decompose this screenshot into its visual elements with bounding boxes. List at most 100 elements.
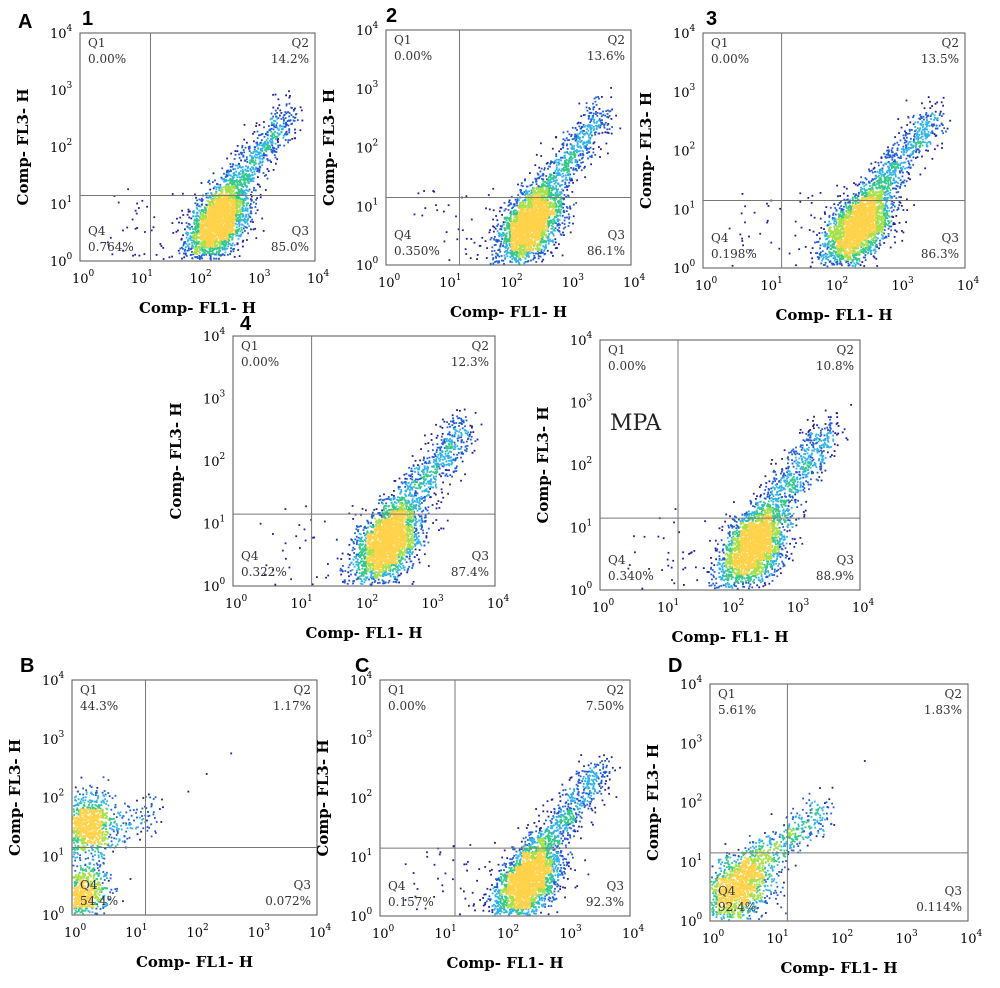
event-dot [216, 231, 219, 233]
event-dot [583, 142, 586, 145]
event-dot [579, 146, 582, 149]
event-dot [216, 218, 219, 221]
event-dot [521, 252, 523, 255]
event-dot [510, 246, 513, 249]
event-dot [275, 162, 277, 165]
quadrant-percent-q2: 14.2% [271, 52, 309, 66]
event-dot [235, 220, 238, 222]
event-dot [558, 218, 561, 221]
event-dot [588, 141, 591, 143]
event-dot [191, 235, 194, 238]
event-dot [516, 204, 518, 207]
event-dot [208, 200, 210, 203]
event-dot [278, 104, 281, 107]
event-dot [278, 128, 281, 131]
event-dot [533, 244, 536, 247]
event-dot [230, 193, 232, 195]
event-dot [550, 240, 552, 242]
event-dot [512, 251, 514, 254]
event-dot [274, 109, 277, 112]
event-dot [221, 212, 224, 214]
event-dot [205, 250, 207, 252]
event-dot [221, 189, 224, 191]
event-dot [584, 141, 587, 144]
event-dot [497, 261, 500, 264]
event-dot [538, 192, 541, 194]
event-dot [590, 154, 593, 157]
event-dot [233, 188, 236, 190]
event-dot [222, 248, 224, 250]
event-dot [594, 154, 597, 156]
event-dot [578, 137, 580, 140]
event-dot [500, 233, 503, 236]
event-dot [589, 138, 592, 140]
event-dot [202, 218, 205, 220]
event-dot [547, 182, 549, 185]
event-dot [224, 204, 227, 207]
event-dot [556, 224, 559, 227]
event-dot [219, 228, 222, 230]
event-dot [250, 169, 252, 172]
event-dot [543, 189, 545, 192]
event-dot [191, 232, 194, 234]
event-dot [524, 253, 527, 256]
event-dot [545, 200, 548, 202]
event-dot [256, 197, 258, 200]
event-dot [208, 202, 211, 205]
event-dot [236, 186, 239, 189]
event-dot [267, 141, 269, 144]
event-dot [524, 199, 526, 202]
event-dot [283, 144, 286, 147]
event-dot [223, 226, 226, 229]
event-dot [488, 231, 491, 234]
event-dot [252, 150, 255, 153]
event-dot [227, 183, 230, 186]
event-dot [567, 170, 570, 172]
event-dot [599, 120, 602, 122]
event-dot [604, 131, 607, 134]
event-dot [587, 140, 590, 143]
event-dot [230, 188, 233, 191]
event-dot [241, 172, 244, 175]
event-dot [233, 197, 236, 199]
event-dot [276, 112, 278, 114]
event-dot [540, 252, 543, 254]
event-dot [246, 239, 248, 241]
event-dot [248, 147, 251, 150]
event-dot [528, 198, 531, 201]
event-dot [556, 172, 559, 174]
event-dot [203, 211, 205, 214]
event-dot [569, 153, 572, 156]
event-dot [219, 216, 222, 219]
event-dot [206, 220, 209, 223]
event-dot [229, 179, 231, 182]
event-dot [555, 214, 558, 216]
event-dot [539, 244, 542, 247]
event-dot [270, 127, 273, 130]
event-dot [557, 158, 560, 161]
event-dot [553, 217, 556, 220]
event-dot [531, 205, 534, 208]
event-dot [209, 239, 211, 242]
event-dot [219, 225, 222, 228]
event-dot [606, 113, 609, 115]
event-dot [585, 102, 588, 104]
event-dot [214, 215, 217, 218]
event-dot [578, 138, 581, 141]
event-dot [208, 228, 211, 231]
event-dot [206, 206, 209, 208]
event-dot [219, 215, 222, 217]
event-dot [216, 207, 219, 210]
event-dot [218, 232, 221, 235]
event-dot [608, 110, 611, 113]
event-dot [224, 176, 227, 178]
event-dot [241, 189, 244, 192]
event-dot [558, 150, 561, 153]
event-dot [546, 229, 549, 231]
event-dot [259, 155, 261, 158]
event-dot [574, 150, 576, 152]
event-dot [531, 200, 534, 203]
event-dot [534, 256, 536, 259]
event-dot [226, 199, 229, 201]
event-dot [512, 237, 514, 240]
